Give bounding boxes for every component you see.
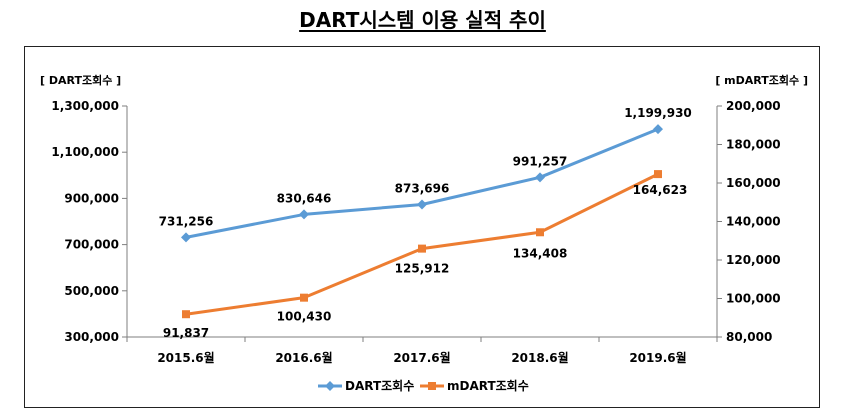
data-label-dart: 830,646 <box>277 191 332 205</box>
left-tick-label: 500,000 <box>64 284 119 298</box>
legend-label-mdart: mDART조회수 <box>447 378 529 393</box>
left-tick-label: 300,000 <box>64 330 119 344</box>
point-marker-mdart <box>300 293 308 302</box>
right-tick-label: 100,000 <box>726 292 781 306</box>
point-marker-dart <box>653 124 663 135</box>
left-tick-label: 900,000 <box>64 191 119 205</box>
left-tick-label: 1,300,000 <box>51 99 119 113</box>
x-tick-label: 2019.6월 <box>629 350 686 365</box>
legend-marker-dart <box>325 381 335 391</box>
right-axis-title: [ mDART조회수 ] <box>715 73 808 87</box>
data-label-dart: 731,256 <box>159 214 214 228</box>
point-marker-mdart <box>654 170 662 179</box>
right-tick-label: 120,000 <box>726 253 781 267</box>
legend-label-dart: DART조회수 <box>345 378 414 393</box>
x-tick-label: 2017.6월 <box>393 350 450 365</box>
right-tick-label: 160,000 <box>726 176 781 190</box>
point-marker-dart <box>181 232 191 243</box>
point-marker-dart <box>535 172 545 183</box>
left-tick-label: 1,100,000 <box>51 145 119 159</box>
point-marker-mdart <box>536 228 544 237</box>
right-tick-label: 200,000 <box>726 99 781 113</box>
left-axis-title: [ DART조회수 ] <box>40 73 121 87</box>
data-label-mdart: 91,837 <box>163 326 209 340</box>
left-tick-label: 700,000 <box>64 238 119 252</box>
legend-marker-mdart <box>428 382 436 390</box>
point-marker-mdart <box>182 310 190 319</box>
data-label-mdart: 164,623 <box>633 183 688 197</box>
x-tick-label: 2018.6월 <box>511 350 568 365</box>
x-tick-label: 2016.6월 <box>275 350 332 365</box>
point-marker-dart <box>299 209 309 220</box>
data-label-mdart: 100,430 <box>277 310 332 324</box>
right-tick-label: 80,000 <box>726 330 772 344</box>
right-tick-label: 180,000 <box>726 138 781 152</box>
point-marker-mdart <box>418 244 426 253</box>
chart-title: DART시스템 이용 실적 추이 <box>299 8 546 32</box>
data-label-mdart: 134,408 <box>513 246 568 260</box>
point-marker-dart <box>417 199 427 210</box>
data-label-dart: 1,199,930 <box>624 106 692 120</box>
right-tick-label: 140,000 <box>726 215 781 229</box>
chart-frame <box>24 46 820 408</box>
data-label-dart: 991,257 <box>513 154 568 168</box>
data-label-dart: 873,696 <box>395 181 450 195</box>
x-tick-label: 2015.6월 <box>157 350 214 365</box>
data-label-mdart: 125,912 <box>395 262 450 276</box>
